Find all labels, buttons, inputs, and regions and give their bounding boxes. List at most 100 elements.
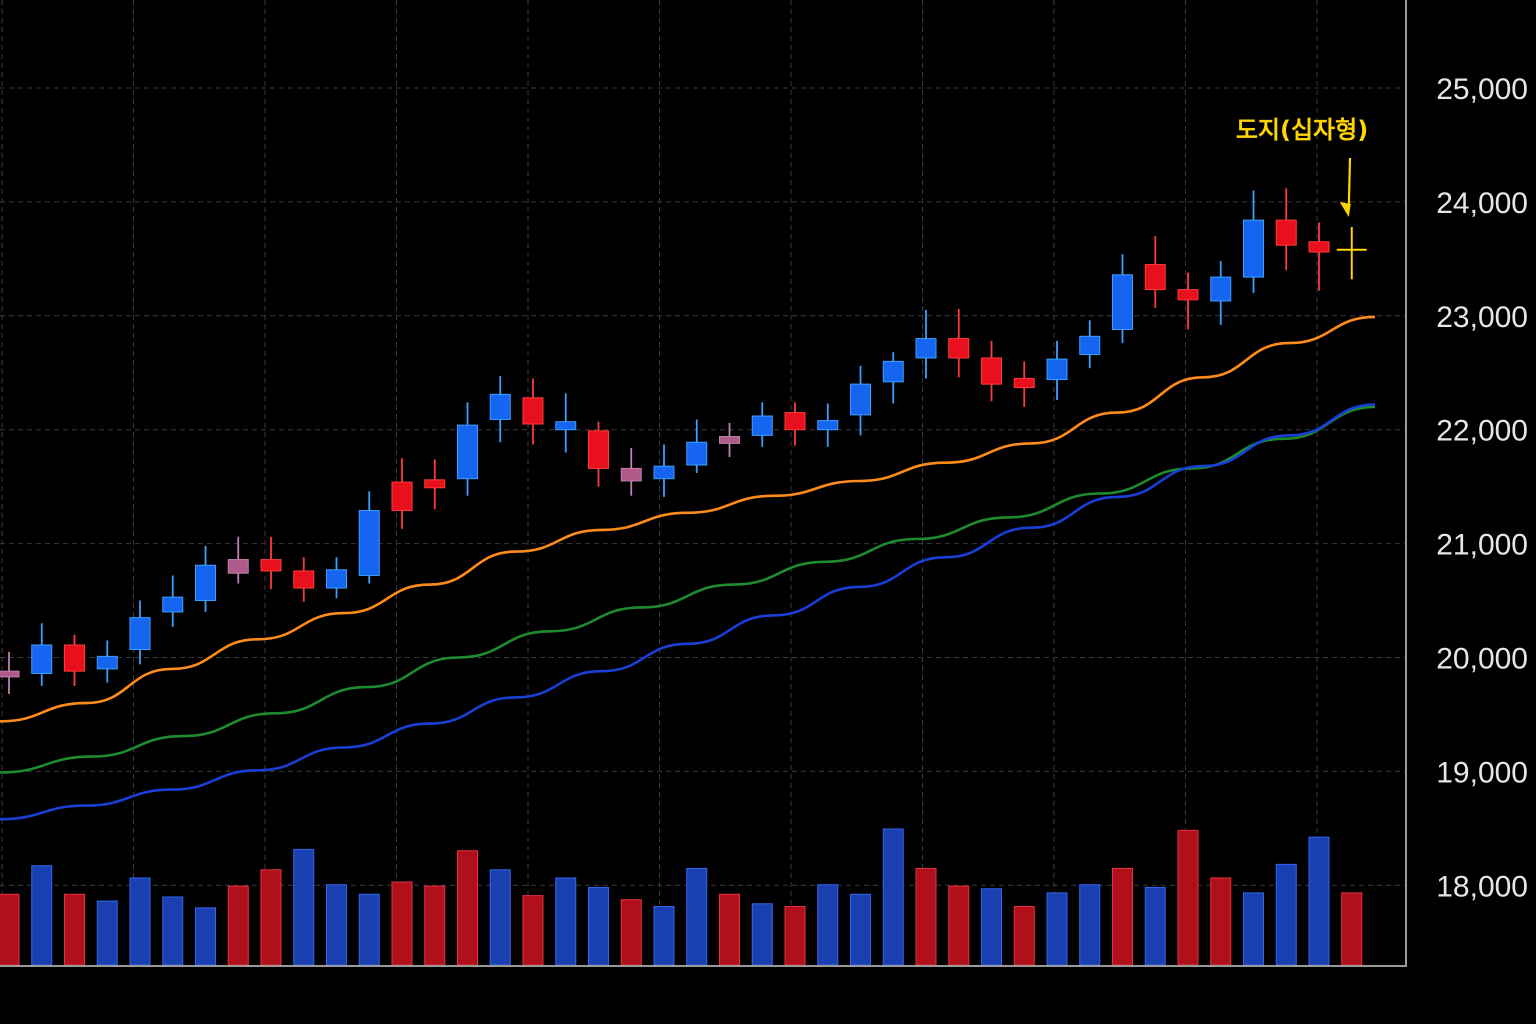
candle [588,421,609,487]
candle-body [424,479,446,489]
candle [1079,320,1101,369]
volume-bar [948,885,970,966]
candle [96,640,118,683]
candle [1013,361,1035,407]
candle [653,444,675,497]
volume-bar [1046,892,1068,966]
candle [424,459,446,510]
ma-line-ma_short [0,315,1376,723]
volume-bar [0,893,20,966]
y-tick-label: 22,000 [1436,415,1528,448]
volume-bar [1112,867,1133,966]
candle [1275,188,1297,271]
candle-body [817,420,839,431]
volume-bar [522,895,544,966]
volume-bar [588,886,609,966]
candle-body [457,424,478,480]
candle [1243,190,1264,294]
volume-bar [1341,892,1363,966]
y-tick-label: 19,000 [1436,756,1528,789]
candle [719,422,740,458]
volume-bar [751,903,773,966]
doji-annotation: 도지(십자형) [1236,116,1368,217]
candle [326,557,347,599]
candle [457,402,478,496]
y-tick-label: 20,000 [1436,643,1528,676]
candle [64,634,85,686]
candle-body [653,465,675,480]
candle-body [391,481,413,512]
volume-bar [653,906,675,966]
volume-bar [96,900,118,966]
volume-bar [1275,863,1297,966]
volume-bar [817,884,839,966]
volume-bar [555,877,577,966]
candle [31,623,53,686]
candle-body [129,617,151,651]
candle [882,352,904,404]
volume-bar [195,907,216,966]
candle-body [260,559,282,572]
candle-body [1308,241,1330,253]
candle [1046,340,1068,401]
volume-bar [424,885,446,966]
candle-body [195,564,216,602]
volume-bar [129,877,151,966]
candle [489,376,511,443]
candle [195,545,216,612]
candle [358,491,380,584]
candle [751,402,773,447]
volume-bar [882,828,904,966]
volume-bar [64,893,85,966]
volume-bar [31,865,53,966]
candle [555,393,577,453]
volume-bar [1013,906,1035,966]
volume-bar [1144,886,1166,966]
volume-bar [1210,877,1232,966]
candle [817,403,839,447]
candle [850,365,871,436]
ma-line-ma_mid [0,405,1376,774]
candle [0,651,20,694]
candle [1177,272,1199,330]
ma-line-ma_long [0,403,1376,821]
volume-bar [457,850,478,966]
candle-body [1177,289,1199,301]
candle-body [227,559,249,574]
candle-body [1144,264,1166,291]
candle-body [293,570,315,589]
volume-bar [162,896,184,966]
candle [391,458,413,529]
candle [948,308,970,378]
candle-body [981,357,1002,385]
candle-body [1079,335,1101,356]
candle-body [1013,377,1035,389]
candle-body [555,421,577,431]
candle [784,402,806,446]
candle-body [64,644,85,672]
candle-body [784,412,806,431]
volume-bar [686,867,708,966]
candle-body [915,338,937,359]
candle [522,378,544,445]
candle [620,447,642,496]
candle-body [948,338,970,359]
volume-bar [391,881,413,966]
candle [1112,254,1133,344]
volume-bar [620,899,642,966]
annotation-label: 도지(십자형) [1236,116,1368,144]
price-axis: 25,000 24,000 23,000 22,000 21,000 20,000 19,0… [0,0,1528,967]
candle-body [719,436,740,444]
annotation-arrow-shaft [1347,157,1352,209]
candle [981,340,1002,402]
y-tick-label: 18,000 [1436,870,1528,903]
volume-bar [326,884,347,966]
y-tick-label: 24,000 [1436,187,1528,220]
candle [686,419,708,473]
candle [1308,222,1330,291]
candle-body [1275,219,1297,246]
volume-bar [1243,892,1264,966]
moving-averages [0,315,1376,821]
